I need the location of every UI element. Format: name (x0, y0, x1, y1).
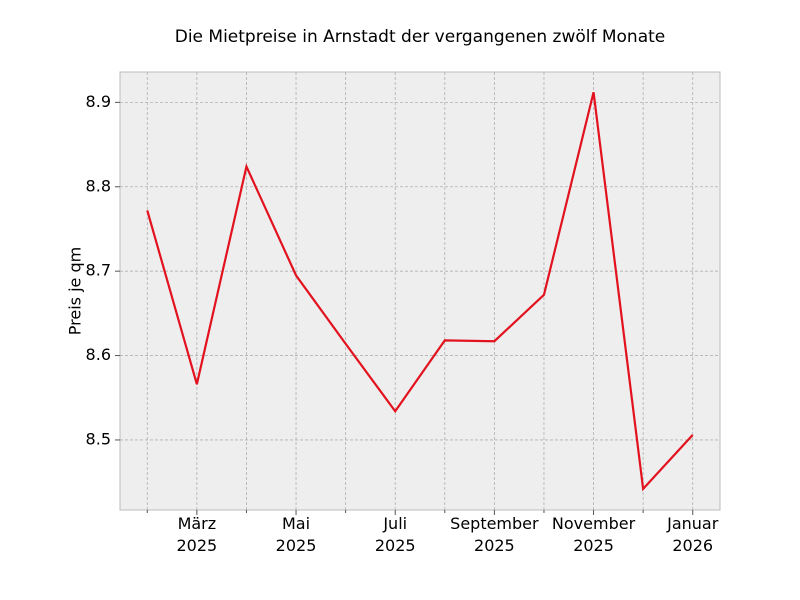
x-tick-label: September 2025 (450, 514, 539, 555)
x-tick-label: Juli 2025 (375, 514, 416, 555)
chart-title: Die Mietpreise in Arnstadt der vergangen… (175, 27, 666, 47)
x-tick-label: März 2025 (177, 514, 218, 555)
y-tick-label: 8.8 (86, 176, 111, 195)
y-axis-label: Preis je qm (66, 247, 85, 335)
x-tick-label: Januar 2026 (666, 514, 719, 555)
y-tick-label: 8.5 (86, 429, 111, 448)
y-tick-label: 8.6 (86, 345, 111, 364)
y-tick-label: 8.9 (86, 92, 111, 111)
x-tick-label: Mai 2025 (276, 514, 317, 555)
y-tick-label: 8.7 (86, 261, 111, 280)
data-line (146, 91, 694, 492)
x-tick-label: November 2025 (552, 514, 636, 555)
plot-area (119, 71, 721, 511)
